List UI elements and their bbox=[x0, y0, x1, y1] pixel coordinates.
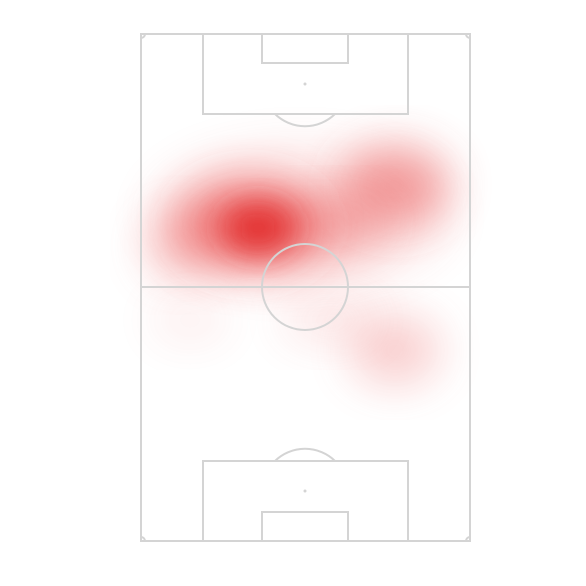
corner-arc bbox=[140, 536, 146, 542]
heat-layer bbox=[145, 145, 450, 385]
penalty-box bbox=[202, 33, 409, 115]
penalty-spot bbox=[303, 489, 307, 493]
penalty-arc bbox=[274, 113, 336, 128]
penalty-arc bbox=[274, 447, 336, 462]
heat-blob bbox=[145, 210, 215, 280]
corner-arc bbox=[140, 33, 146, 39]
goal-area bbox=[261, 33, 349, 64]
heat-blob bbox=[150, 295, 230, 345]
penalty-box bbox=[202, 460, 409, 542]
penalty-spot bbox=[303, 82, 307, 86]
corner-arc bbox=[465, 536, 471, 542]
heat-blob bbox=[280, 295, 380, 345]
corner-arc bbox=[465, 33, 471, 39]
goal-area bbox=[261, 511, 349, 542]
pitch-lines bbox=[140, 33, 471, 542]
heat-blob bbox=[223, 203, 293, 253]
center-circle bbox=[261, 243, 349, 331]
